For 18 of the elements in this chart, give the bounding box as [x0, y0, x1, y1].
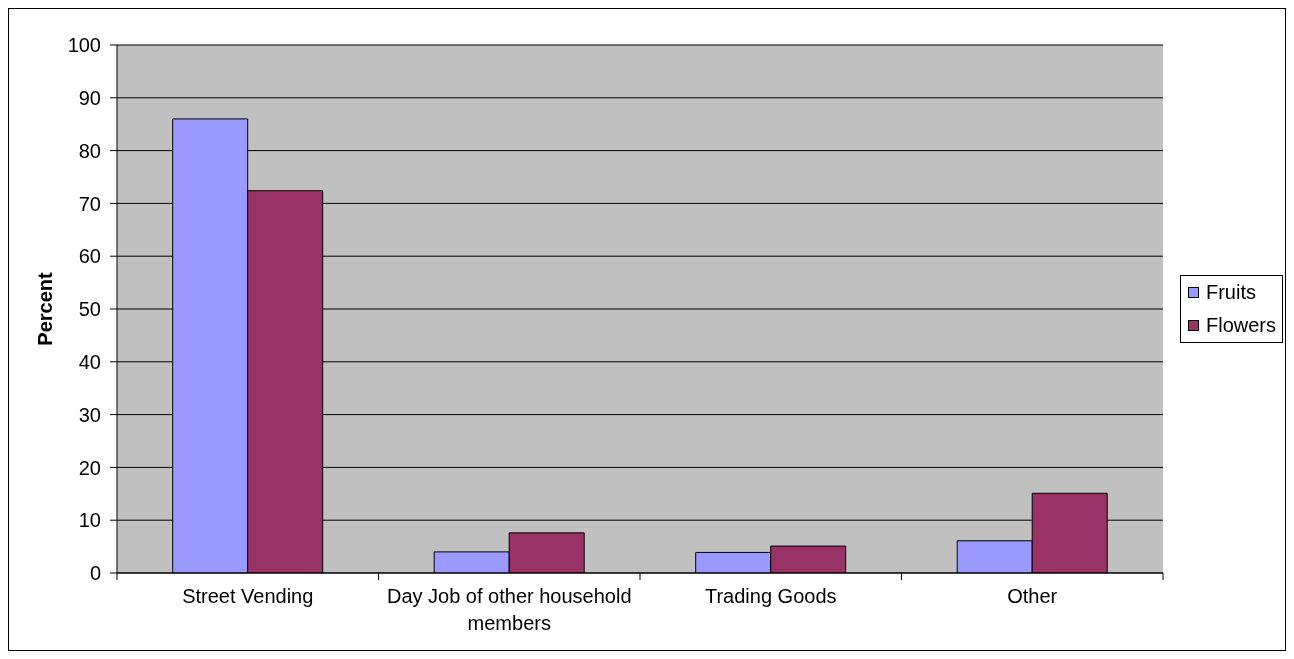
legend-label: Fruits — [1205, 281, 1256, 304]
y-tick-label: 70 — [78, 192, 101, 215]
y-tick-label: 0 — [89, 562, 101, 585]
y-tick-label: 10 — [78, 509, 101, 532]
x-tick-label: Other — [1007, 585, 1058, 607]
y-tick-label: 60 — [78, 245, 101, 268]
y-tick-label: 50 — [78, 298, 101, 321]
y-tick-label: 80 — [78, 139, 101, 162]
x-tick-label: Street Vending — [182, 585, 314, 607]
y-tick-label: 20 — [78, 456, 101, 479]
y-tick-label: 30 — [78, 403, 101, 426]
x-tick-label: Day Job of other household members — [386, 585, 632, 634]
legend-label: Flowers — [1205, 314, 1276, 337]
x-tick-label: Trading Goods — [704, 585, 837, 607]
y-tick-label: 90 — [78, 86, 101, 109]
y-axis-title: Percent — [34, 271, 56, 346]
y-tick-label: 100 — [67, 34, 101, 57]
y-tick-label: 40 — [78, 350, 101, 373]
